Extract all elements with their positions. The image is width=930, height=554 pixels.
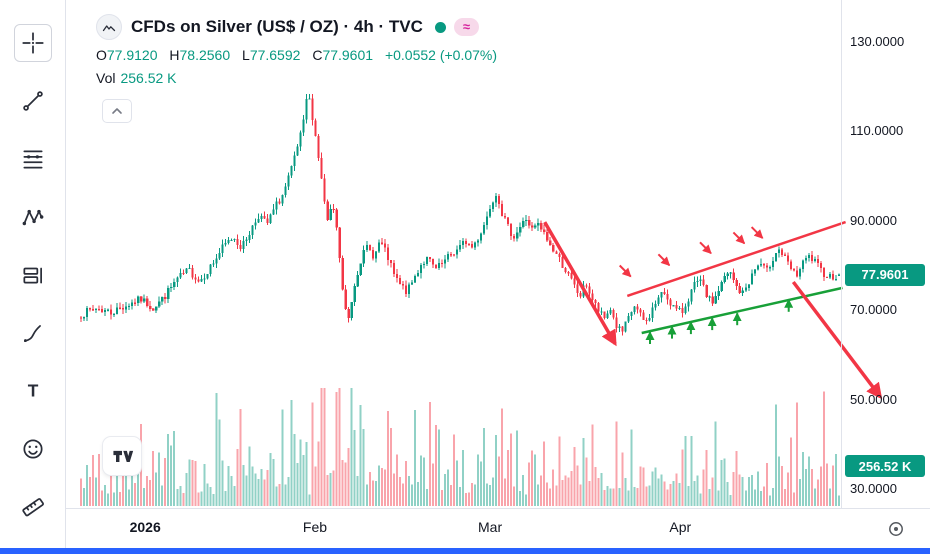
price-tick-label: 130.0000 bbox=[850, 34, 905, 49]
symbol-title[interactable]: CFDs on Silver (US$ / OZ) · 4h · TVC bbox=[131, 17, 423, 36]
candles bbox=[80, 93, 841, 336]
scale-settings-button[interactable] bbox=[884, 517, 908, 541]
tool-position[interactable] bbox=[14, 256, 52, 294]
price-tick-label: 30.0000 bbox=[850, 481, 897, 496]
open-label: O bbox=[96, 47, 107, 63]
ohlc-row: O77.9120 H78.2560 L77.6592 C77.9601 +0.0… bbox=[96, 47, 497, 63]
brush-icon bbox=[23, 325, 41, 342]
ruler-icon bbox=[21, 498, 44, 517]
time-scale[interactable]: 2026 Feb Mar Apr bbox=[66, 508, 930, 548]
emoji-icon bbox=[22, 439, 43, 459]
tradingview-watermark bbox=[103, 437, 141, 475]
market-status-dot-icon bbox=[434, 21, 446, 33]
open-value: 77.9120 bbox=[106, 47, 158, 63]
volume-label: Vol bbox=[96, 70, 116, 86]
candlestick-chart-canvas[interactable] bbox=[66, 0, 930, 508]
fib-retracement-icon bbox=[22, 150, 43, 169]
trend-line-icon bbox=[22, 91, 43, 111]
xabcd-pattern-icon bbox=[22, 209, 43, 226]
text-tool-glyph: T bbox=[27, 380, 38, 400]
price-tick-label: 90.0000 bbox=[850, 212, 897, 228]
price-tick-label: 50.0000 bbox=[850, 391, 897, 407]
collapse-legend-button[interactable] bbox=[102, 99, 132, 123]
window-bottom-accent-bar bbox=[0, 548, 930, 554]
crosshair-icon bbox=[21, 32, 44, 54]
symbol-logo-icon bbox=[96, 14, 122, 40]
change-value: +0.0552 (+0.07%) bbox=[384, 47, 498, 63]
low-value: 77.6592 bbox=[249, 47, 301, 63]
chart-pane[interactable]: CFDs on Silver (US$ / OZ) · 4h · TVC ≈ O… bbox=[66, 0, 930, 508]
chart-legend: CFDs on Silver (US$ / OZ) · 4h · TVC ≈ O… bbox=[96, 14, 497, 123]
ohlc-open: O77.9120 bbox=[96, 47, 158, 63]
time-tick-label: Mar bbox=[478, 519, 503, 535]
approx-data-badge[interactable]: ≈ bbox=[453, 18, 480, 36]
close-value: 77.9601 bbox=[322, 47, 374, 63]
chevron-up-icon bbox=[112, 108, 122, 114]
position-tool-icon bbox=[22, 267, 42, 284]
low-label: L bbox=[242, 47, 250, 63]
ohlc-high: H78.2560 bbox=[169, 47, 230, 63]
time-tick-label: Feb bbox=[302, 519, 328, 535]
price-tick-label: 70.0000 bbox=[850, 302, 897, 318]
volume-row: Vol 256.52 K bbox=[96, 70, 497, 86]
current-price-badge: 77.9601 bbox=[845, 263, 925, 286]
tool-text[interactable]: T bbox=[14, 372, 52, 410]
text-tool-icon: T bbox=[27, 380, 38, 400]
time-tick-label: 2026 bbox=[129, 519, 161, 535]
tool-xabcd-pattern[interactable] bbox=[14, 198, 52, 236]
symbol-row: CFDs on Silver (US$ / OZ) · 4h · TVC ≈ bbox=[96, 14, 497, 40]
ohlc-low: L77.6592 bbox=[242, 47, 300, 63]
trend-annotations bbox=[543, 220, 883, 400]
tradingview-logo-icon bbox=[113, 450, 134, 462]
high-value: 78.2560 bbox=[179, 47, 231, 63]
volume-bars bbox=[80, 388, 840, 506]
tool-crosshair[interactable] bbox=[13, 24, 52, 62]
time-tick-label: Apr bbox=[669, 519, 692, 535]
ohlc-close: C77.9601 bbox=[312, 47, 373, 63]
close-label: C bbox=[312, 47, 323, 63]
tool-emoji[interactable] bbox=[14, 430, 52, 468]
price-scale[interactable]: 77.9601 256.52 K 130.0000 110.0000 90.0000… bbox=[841, 0, 930, 508]
tool-trend-line[interactable] bbox=[14, 82, 52, 120]
drawing-toolbar: T bbox=[0, 0, 66, 548]
current-volume-badge: 256.52 K bbox=[845, 455, 925, 477]
scale-settings-icon bbox=[889, 522, 903, 536]
high-label: H bbox=[169, 47, 180, 63]
volume-value: 256.52 K bbox=[120, 70, 177, 86]
tool-brush[interactable] bbox=[14, 314, 52, 352]
tool-ruler[interactable] bbox=[14, 488, 52, 526]
tool-fib-retracement[interactable] bbox=[14, 140, 52, 178]
price-tick-label: 110.0000 bbox=[850, 123, 904, 139]
